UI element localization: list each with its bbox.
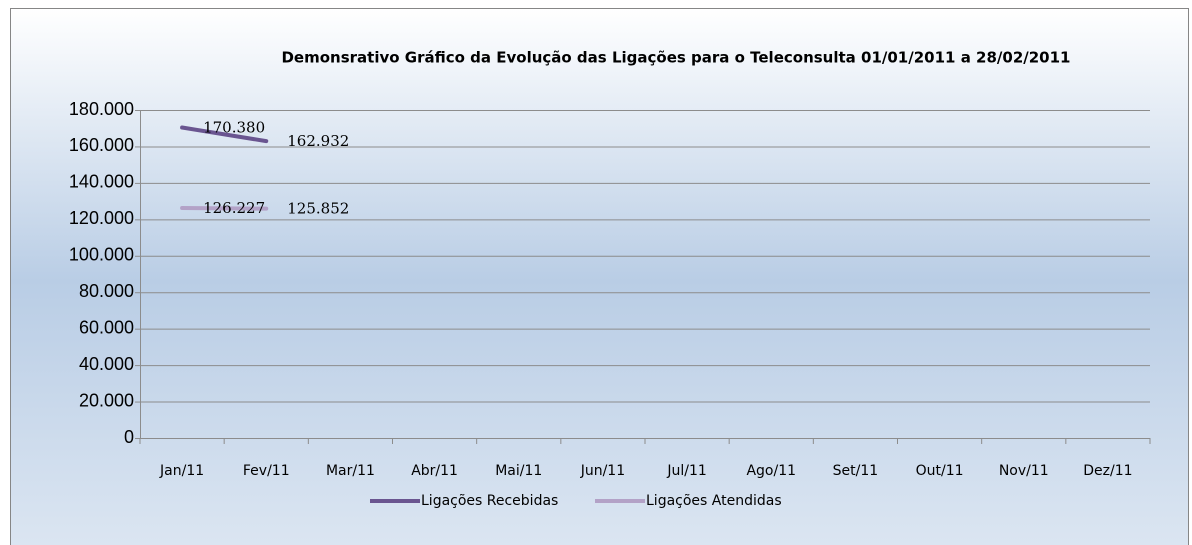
x-tick-label: Dez/11	[1083, 463, 1132, 479]
y-tick-label: 80.000	[79, 281, 134, 301]
y-tick-label: 100.000	[69, 245, 134, 265]
x-tick-label: Mar/11	[326, 463, 375, 479]
x-tick-label: Jul/11	[666, 463, 706, 479]
x-tick-label: Nov/11	[999, 463, 1049, 479]
y-tick-label: 120.000	[69, 208, 134, 228]
data-label: 170.380	[203, 119, 265, 137]
x-tick-label: Abr/11	[411, 463, 458, 479]
x-tick-label: Fev/11	[243, 463, 290, 479]
y-tick-label: 0	[124, 427, 134, 447]
x-tick-label: Jan/11	[159, 463, 204, 479]
x-tick-label: Set/11	[833, 463, 879, 479]
legend-label: Ligações Recebidas	[421, 493, 558, 509]
series-line	[180, 205, 269, 211]
chart-area	[10, 8, 1189, 545]
y-tick-label: 180.000	[69, 99, 134, 119]
legend-label: Ligações Atendidas	[646, 493, 782, 509]
x-tick-label: Ago/11	[746, 463, 796, 479]
x-tick-label: Mai/11	[495, 463, 542, 479]
x-tick-label: Jun/11	[580, 463, 625, 479]
data-label: 125.852	[287, 200, 349, 218]
y-tick-label: 160.000	[69, 135, 134, 155]
y-tick-label: 20.000	[79, 390, 134, 410]
data-label: 162.932	[287, 132, 349, 150]
y-tick-label: 40.000	[79, 354, 134, 374]
y-tick-label: 140.000	[69, 172, 134, 192]
data-label: 126.227	[203, 199, 265, 217]
y-tick-label: 60.000	[79, 317, 134, 337]
x-tick-label: Out/11	[916, 463, 964, 479]
series-line	[180, 125, 269, 144]
chart-title: Demonsrativo Gráfico da Evolução das Lig…	[281, 49, 1070, 67]
